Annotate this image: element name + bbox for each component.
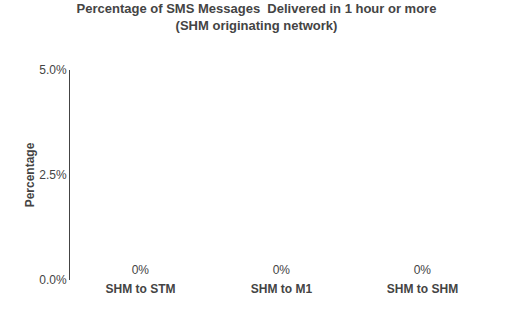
svg-text:SHM to SHM: SHM to SHM [387, 282, 458, 296]
svg-text:0%: 0% [414, 263, 432, 277]
svg-text:0%: 0% [132, 263, 150, 277]
svg-text:SHM to M1: SHM to M1 [251, 282, 313, 296]
svg-text:0%: 0% [273, 263, 291, 277]
svg-text:0.0%: 0.0% [39, 273, 67, 287]
svg-text:5.0%: 5.0% [39, 63, 67, 77]
svg-text:2.5%: 2.5% [39, 168, 67, 182]
svg-text:Percentage of SMS Messages De: Percentage of SMS Messages Delivered in … [77, 1, 437, 33]
svg-text:SHM to STM: SHM to STM [106, 282, 176, 296]
svg-text:Percentage: Percentage [23, 142, 37, 207]
